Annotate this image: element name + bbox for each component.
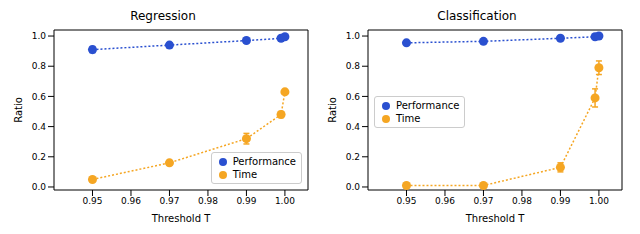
html-text:Performance: Performance <box>232 156 296 167</box>
svg-text:Threshold T: Threshold T <box>151 213 211 224</box>
svg-text:1.00: 1.00 <box>589 196 609 206</box>
svg-text:0.6: 0.6 <box>346 92 361 102</box>
html-text:Time: Time <box>232 169 258 180</box>
svg-text:0.99: 0.99 <box>236 196 256 206</box>
svg-text:Ratio: Ratio <box>13 97 24 123</box>
svg-text:0.97: 0.97 <box>473 196 493 206</box>
svg-text:0.99: 0.99 <box>550 196 570 206</box>
svg-text:0.2: 0.2 <box>32 152 46 162</box>
html-text:Performance: Performance <box>396 100 460 111</box>
svg-text:0.98: 0.98 <box>198 196 218 206</box>
svg-text:1.0: 1.0 <box>346 31 361 41</box>
svg-text:0.2: 0.2 <box>346 152 360 162</box>
svg-text:0.0: 0.0 <box>32 182 47 192</box>
svg-text:0.8: 0.8 <box>32 61 47 71</box>
html-text:Regression: Regression <box>130 9 196 23</box>
svg-text:0.8: 0.8 <box>346 61 361 71</box>
svg-text:1.00: 1.00 <box>275 196 295 206</box>
svg-text:0.0: 0.0 <box>346 182 361 192</box>
html-text:Time: Time <box>396 113 421 124</box>
svg-text:0.96: 0.96 <box>435 196 455 206</box>
svg-text:0.95: 0.95 <box>396 196 416 206</box>
svg-text:Threshold T: Threshold T <box>465 213 525 224</box>
svg-text:0.97: 0.97 <box>159 196 179 206</box>
svg-text:0.95: 0.95 <box>82 196 102 206</box>
svg-text:1.0: 1.0 <box>32 31 47 41</box>
svg-text:0.4: 0.4 <box>32 122 47 132</box>
svg-text:0.4: 0.4 <box>346 122 361 132</box>
html-text:Classification: Classification <box>437 9 517 23</box>
svg-text:0.98: 0.98 <box>512 196 532 206</box>
svg-text:0.6: 0.6 <box>32 92 47 102</box>
svg-text:0.96: 0.96 <box>121 196 141 206</box>
svg-text:Ratio: Ratio <box>327 97 338 123</box>
